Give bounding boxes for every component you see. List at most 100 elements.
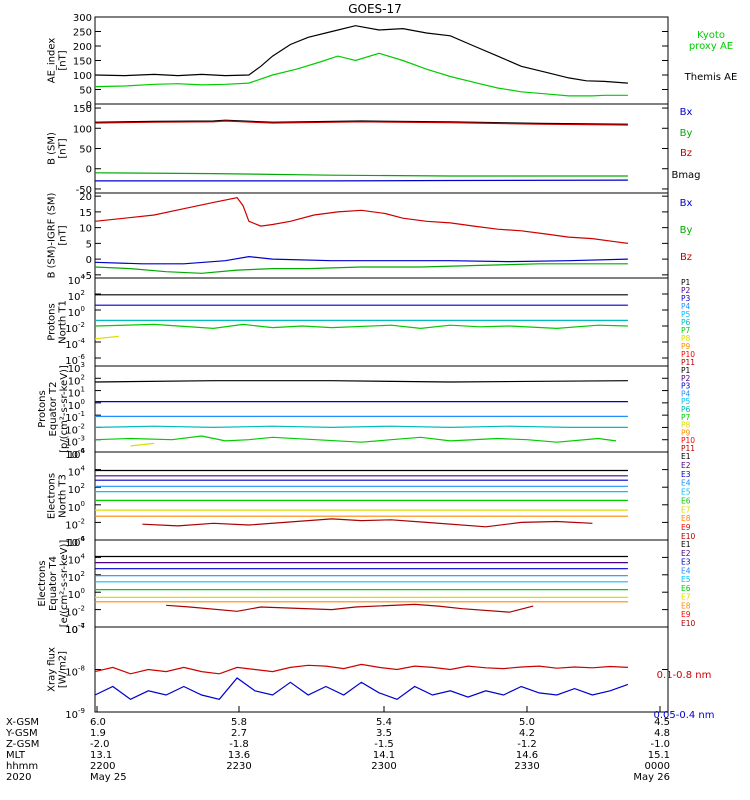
tick-base: 10 [68, 555, 81, 566]
y-tick-label: 0 [86, 255, 92, 266]
y-axis-label: Xray flux [47, 647, 58, 692]
tick-base: 10 [65, 340, 78, 351]
channel-label: P10 [681, 436, 695, 445]
y-tick-label: 10-2 [65, 605, 85, 619]
y-tick-label: 101 [68, 386, 85, 400]
y-tick-label: 0 [86, 165, 92, 176]
channel-label: E7 [681, 593, 691, 602]
channel-label: P11 [681, 444, 695, 453]
panel-frame [94, 277, 669, 367]
x-axis-value: -2.0 [90, 739, 110, 750]
y-tick-label: 10-9 [65, 707, 85, 721]
tick-exponent: 0 [81, 398, 85, 406]
series-line-themis-ae [94, 25, 628, 84]
y-axis-label: [W/m2] [58, 651, 69, 688]
tick-base: 10 [65, 538, 78, 549]
y-axis-label: AE_index [47, 38, 58, 84]
y-tick-label: 0 [86, 100, 92, 111]
channel-label: P11 [681, 358, 695, 367]
y-axis-label: Equator T2 [48, 382, 59, 437]
tick-base: 10 [65, 425, 78, 436]
tick-exponent: -7 [78, 622, 85, 630]
y-tick-label: 10-4 [65, 337, 85, 351]
y-tick-label: 106 [68, 447, 86, 461]
y-axis-label: [nT] [58, 50, 69, 70]
legend-label: Themis AE [684, 72, 738, 83]
tick-base: 10 [65, 608, 78, 619]
x-axis-value: 2.7 [231, 728, 247, 739]
channel-label: P7 [681, 326, 691, 335]
tick-base: 10 [65, 668, 78, 679]
x-axis-value: May 26 [633, 772, 670, 783]
y-tick-label: 5 [86, 239, 92, 250]
tick-exponent: -6 [78, 353, 86, 361]
legend-label: By [680, 128, 693, 139]
tick-exponent: -4 [78, 535, 86, 543]
tick-base: 10 [65, 450, 78, 461]
channel-label: P4 [681, 389, 691, 398]
tick-base: 10 [65, 438, 78, 449]
y-tick-label: 50 [79, 86, 92, 97]
legend-label: Bx [680, 198, 693, 209]
channel-label: P4 [681, 302, 691, 311]
channel-label: E10 [681, 532, 696, 541]
y-axis-label: Protons [47, 303, 58, 340]
channel-label: E1 [681, 540, 691, 549]
tick-exponent: -2 [78, 517, 85, 525]
tick-exponent: 2 [81, 289, 85, 297]
x-axis-value: -1.2 [517, 739, 537, 750]
x-axis-row-label: X-GSM [6, 717, 39, 728]
tick-base: 10 [68, 401, 81, 412]
panel-ae: 0 50 100 150 200 250 300 AE_index [nT] Kyotoproxy… [47, 13, 738, 111]
channel-label: E3 [681, 558, 691, 567]
y-tick-label: 10-1 [65, 410, 85, 424]
y-tick-label: 102 [68, 570, 85, 584]
legend-label: Bz [680, 148, 692, 159]
channel-label: E6 [681, 496, 691, 505]
tick-exponent: 2 [81, 482, 85, 490]
channel-label: P1 [681, 366, 691, 375]
tick-exponent: 6 [81, 535, 86, 543]
tick-exponent: -1 [78, 410, 85, 418]
series-line-by [94, 172, 628, 177]
tick-base: 10 [68, 538, 81, 549]
tick-exponent: -2 [78, 605, 85, 613]
y-tick-label: 100 [73, 124, 92, 135]
x-axis-row-label: Z-GSM [6, 739, 39, 750]
x-axis-value: 2200 [90, 761, 115, 772]
channel-label: P9 [681, 428, 691, 437]
x-axis-row-label: MLT [6, 750, 26, 761]
y-tick-label: 150 [73, 104, 92, 115]
tick-exponent: 4 [81, 552, 86, 560]
y-tick-label: 10 [79, 224, 92, 235]
series-line-0-05-0-4-nm [94, 677, 629, 700]
channel-label: P8 [681, 334, 691, 343]
tick-base: 10 [68, 376, 81, 387]
channel-label: E3 [681, 470, 691, 479]
series-line-p1 [94, 380, 628, 383]
x-axis-value: -1.8 [229, 739, 249, 750]
y-tick-label: 200 [73, 42, 92, 53]
series-line-bx [95, 179, 628, 182]
x-axis-value: 14.6 [516, 750, 538, 761]
tick-base: 10 [68, 276, 81, 287]
series-line-bz [94, 197, 628, 244]
panel-frame [94, 626, 669, 713]
y-axis-label: Electrons [47, 473, 58, 519]
series-line-p7 [94, 435, 617, 443]
legend-label: 0.05-0.4 nm [653, 710, 714, 721]
y-tick-label: 10-2 [65, 517, 85, 531]
x-axis-value: 2230 [226, 761, 251, 772]
y-tick-label: 250 [73, 28, 92, 39]
tick-exponent: -4 [78, 337, 86, 345]
channel-label: E8 [681, 514, 691, 523]
tick-exponent: 0 [81, 587, 85, 595]
series-line-by [94, 263, 628, 274]
tick-base: 10 [68, 503, 81, 514]
tick-exponent: 0 [81, 305, 85, 313]
tick-exponent: 0 [81, 500, 85, 508]
x-axis-value: 15.1 [648, 750, 670, 761]
